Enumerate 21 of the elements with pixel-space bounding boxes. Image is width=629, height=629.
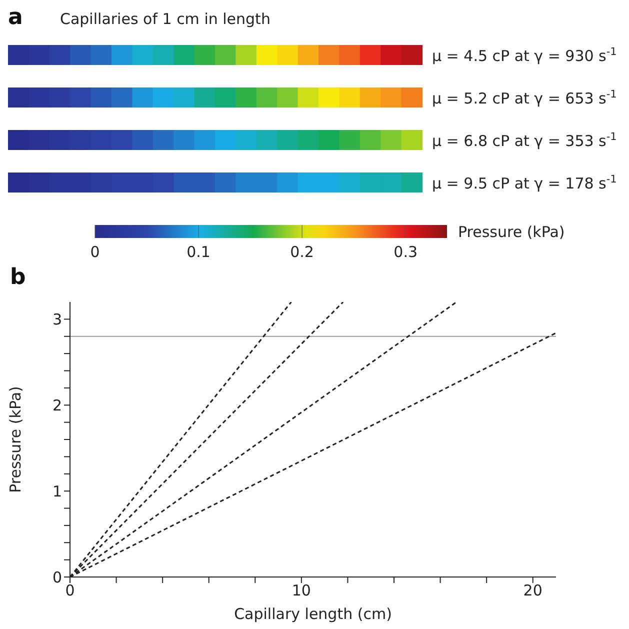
x-tick-label: 20: [523, 582, 542, 600]
color-bar-label: 0: [90, 243, 100, 261]
x-tick-label: 10: [292, 582, 311, 600]
y-tick-label: 2: [52, 396, 62, 414]
y-tick-label: μ = 9.5 cP at γ = 178 s$^{-1}$: [432, 174, 617, 192]
x-axis-title: Capillary length (cm): [234, 605, 392, 623]
y-tick-label: 1: [52, 482, 62, 500]
color-bar-label: 0.1: [186, 243, 210, 261]
color-bar-label: 0.2: [290, 243, 314, 261]
y-tick-label: μ = 4.5 cP at γ = 930 s$^{-1}$: [432, 46, 617, 65]
y-axis-title: Pressure (kPa): [6, 386, 24, 493]
color-bar-title: Pressure (kPa): [458, 223, 565, 241]
y-tick-label: μ = 6.8 cP at γ = 353 s$^{-1}$: [432, 131, 617, 150]
color-bar-label: 0.3: [394, 243, 418, 261]
chart-title: Capillaries of 1 cm in length: [60, 10, 270, 28]
text: a: [8, 5, 23, 30]
y-tick-label: μ = 5.2 cP at γ = 653 s$^{-1}$: [432, 88, 617, 108]
y-tick-label: 0: [52, 568, 62, 586]
text: b: [10, 265, 26, 290]
y-tick-label: 3: [52, 310, 62, 329]
x-tick-label: 0: [65, 582, 75, 600]
